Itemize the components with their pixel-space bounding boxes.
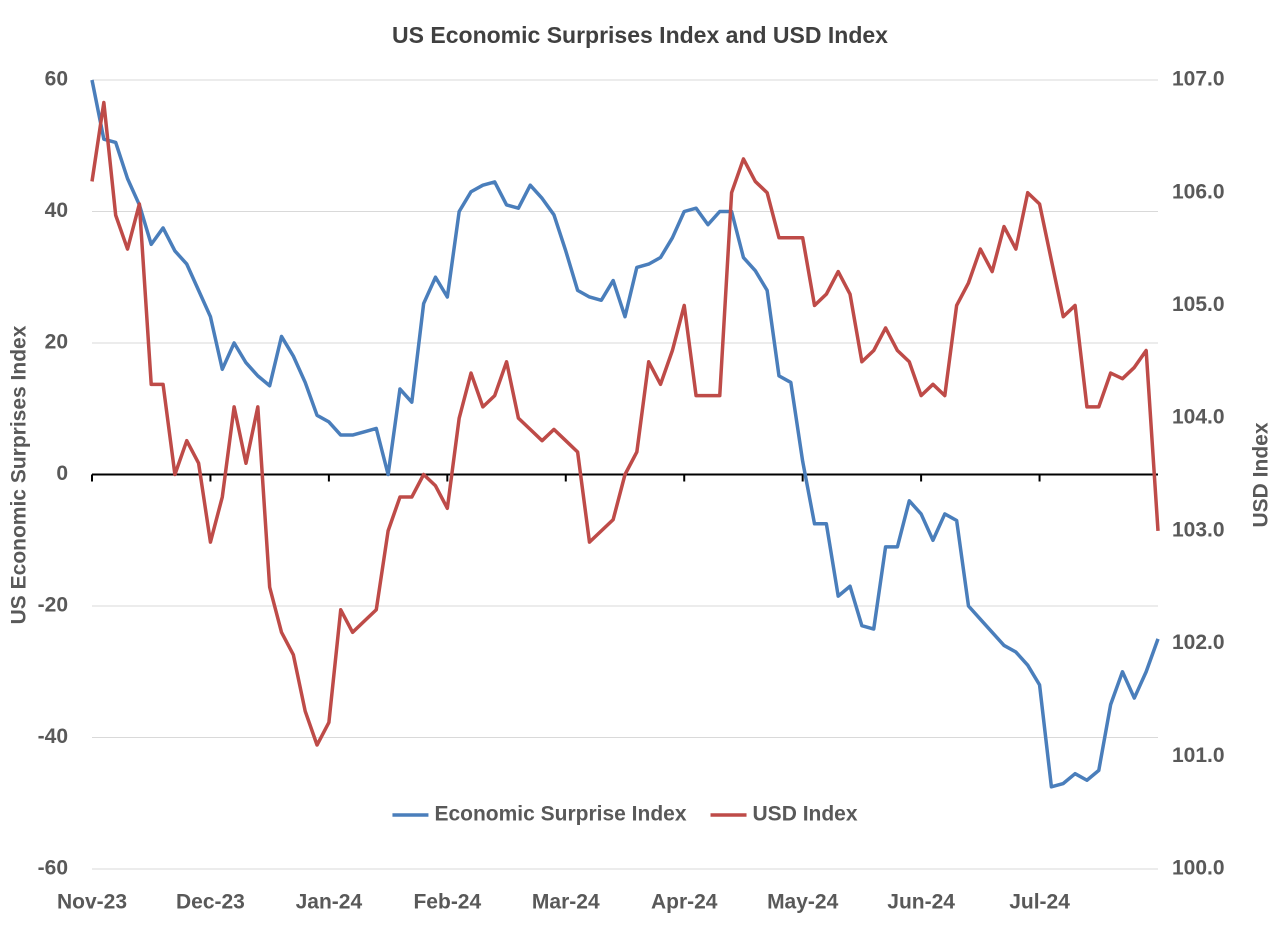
x-tick-label: May-24: [767, 891, 839, 914]
x-tick-label: Jul-24: [1009, 891, 1070, 914]
legend-label: Economic Surprise Index: [434, 803, 686, 826]
y2-tick-label: 104.0: [1172, 406, 1225, 429]
y2-axis-title: USD Index: [1250, 422, 1273, 527]
x-tick-label: Feb-24: [413, 891, 481, 914]
x-tick-label: Dec-23: [176, 891, 245, 914]
y2-tick-label: 105.0: [1172, 293, 1225, 316]
chart-title: US Economic Surprises Index and USD Inde…: [392, 22, 888, 48]
y-tick-label: -40: [38, 725, 68, 748]
y-tick-label: 40: [45, 199, 68, 222]
y-tick-label: 0: [56, 462, 68, 485]
series-line: [90, 100, 1160, 747]
y-tick-label: -20: [38, 594, 68, 617]
y2-tick-label: 106.0: [1172, 180, 1225, 203]
x-tick-label: Apr-24: [651, 891, 718, 914]
y-axis-title: US Economic Surprises Index: [8, 325, 31, 624]
legend-label: USD Index: [753, 803, 858, 826]
x-tick-label: Jan-24: [296, 891, 363, 914]
y2-tick-label: 101.0: [1172, 744, 1225, 767]
x-tick-label: Nov-23: [57, 891, 127, 914]
y-tick-label: 20: [45, 331, 68, 354]
x-tick-label: Jun-24: [887, 891, 955, 914]
y2-tick-label: 102.0: [1172, 631, 1225, 654]
series-line: [90, 79, 1160, 789]
y-tick-label: 60: [45, 68, 68, 91]
y2-tick-label: 100.0: [1172, 857, 1225, 880]
y2-tick-label: 107.0: [1172, 68, 1225, 91]
x-tick-label: Mar-24: [532, 891, 600, 914]
y2-tick-label: 103.0: [1172, 518, 1225, 541]
y-tick-label: -60: [38, 857, 68, 880]
